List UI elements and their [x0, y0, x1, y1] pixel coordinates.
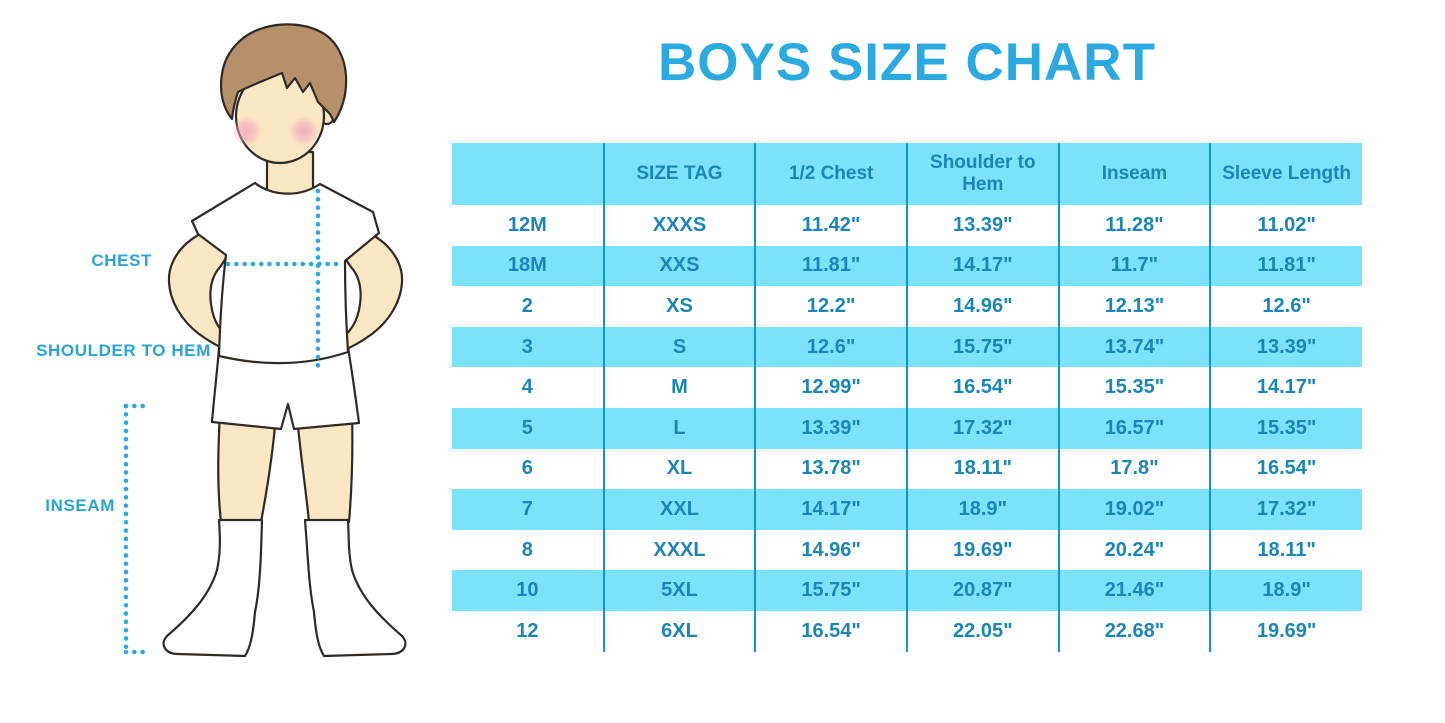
size-cell: XXS: [603, 245, 757, 287]
size-cell: 17.8": [1058, 448, 1212, 490]
size-cell: 14.17": [755, 489, 908, 530]
size-cell: 19.69": [906, 529, 1060, 571]
size-cell: 11.81": [1210, 245, 1362, 287]
size-cell: 14.96": [755, 529, 908, 571]
size-cell: 19.02": [1058, 489, 1212, 530]
right-sock: [303, 518, 407, 658]
size-cell: 11.7": [1058, 245, 1212, 287]
size-row-label: 3: [452, 326, 605, 368]
size-cell: 16.54": [1210, 448, 1362, 490]
size-cell: XS: [603, 286, 757, 327]
table-row: 3 S 12.6" 15.75" 13.74" 13.39": [452, 326, 1362, 368]
column-header: 1/2 Chest: [755, 143, 908, 205]
column-header: Shoulder to Hem: [906, 143, 1060, 205]
size-cell: 18.11": [906, 448, 1060, 490]
header-row: SIZE TAG 1/2 Chest Shoulder to Hem Inseam Sl…: [452, 143, 1362, 205]
size-cell: 18.9": [1210, 570, 1362, 611]
size-cell: XXL: [603, 489, 757, 530]
size-cell: XXXS: [603, 205, 757, 246]
size-cell: 17.32": [906, 407, 1060, 449]
table-row: 18M XXS 11.81" 14.17" 11.7" 11.81": [452, 245, 1362, 287]
left-sock: [162, 518, 264, 658]
size-cell: 13.39": [1210, 326, 1362, 368]
size-cell: 12.13": [1058, 286, 1212, 327]
size-cell: 14.96": [906, 286, 1060, 327]
size-cell: 17.32": [1210, 489, 1362, 530]
size-cell: 16.54": [906, 367, 1060, 408]
size-cell: 16.57": [1058, 407, 1212, 449]
shoulder-to-hem-label: SHOULDER TO HEM: [36, 341, 211, 360]
size-cell: 20.87": [906, 570, 1060, 611]
chest-label: CHEST: [91, 251, 152, 270]
size-row-label: 7: [452, 489, 605, 530]
size-cell: 15.35": [1058, 367, 1212, 408]
size-cell: 22.05": [906, 610, 1060, 652]
table-row: 12M XXXS 11.42" 13.39" 11.28" 11.02": [452, 205, 1362, 246]
boy-figure-illustration: [123, 23, 407, 658]
size-row-label: 12: [452, 610, 605, 652]
size-cell: XL: [603, 448, 757, 490]
size-cell: 15.75": [906, 326, 1060, 368]
table-row: 12 6XL 16.54" 22.05" 22.68" 19.69": [452, 610, 1362, 652]
size-cell: 11.02": [1210, 205, 1362, 246]
size-cell: 16.54": [755, 610, 908, 652]
size-cell: 21.46": [1058, 570, 1212, 611]
size-cell: 13.78": [755, 448, 908, 490]
table-row: 5 L 13.39" 17.32" 16.57" 15.35": [452, 407, 1362, 449]
size-cell: M: [603, 367, 757, 408]
column-header: Sleeve Length: [1210, 143, 1362, 205]
hair: [219, 23, 348, 124]
size-row-label: 12M: [452, 205, 605, 246]
size-cell: 15.75": [755, 570, 908, 611]
column-header: [452, 143, 605, 205]
left-cheek-blush: [232, 116, 262, 146]
size-cell: 14.17": [906, 245, 1060, 287]
size-row-label: 6: [452, 448, 605, 490]
size-cell: L: [603, 407, 757, 449]
size-cell: 18.9": [906, 489, 1060, 530]
column-header: SIZE TAG: [603, 143, 757, 205]
size-cell: 22.68": [1058, 610, 1212, 652]
size-cell: 11.81": [755, 245, 908, 287]
table-row: 4 M 12.99" 16.54" 15.35" 14.17": [452, 367, 1362, 408]
table-row: 10 5XL 15.75" 20.87" 21.46" 18.9": [452, 570, 1362, 611]
size-row-label: 5: [452, 407, 605, 449]
size-cell: 6XL: [603, 610, 757, 652]
size-cell: 18.11": [1210, 529, 1362, 571]
size-cell: XXXL: [603, 529, 757, 571]
shorts: [210, 345, 361, 431]
size-row-label: 2: [452, 286, 605, 327]
size-cell: 13.74": [1058, 326, 1212, 368]
size-cell: 12.2": [755, 286, 908, 327]
page-title: BOYS SIZE CHART: [658, 33, 1156, 92]
table-row: 2 XS 12.2" 14.96" 12.13" 12.6": [452, 286, 1362, 327]
table-row: 8 XXXL 14.96" 19.69" 20.24" 18.11": [452, 529, 1362, 571]
size-cell: 20.24": [1058, 529, 1212, 571]
size-cell: 19.69": [1210, 610, 1362, 652]
size-cell: 14.17": [1210, 367, 1362, 408]
size-cell: 15.35": [1210, 407, 1362, 449]
column-header: Inseam: [1058, 143, 1212, 205]
size-cell: S: [603, 326, 757, 368]
size-row-label: 18M: [452, 245, 605, 287]
table-row: 6 XL 13.78" 18.11" 17.8" 16.54": [452, 448, 1362, 490]
size-row-label: 8: [452, 529, 605, 571]
size-cell: 11.42": [755, 205, 908, 246]
size-cell: 13.39": [755, 407, 908, 449]
size-cell: 13.39": [906, 205, 1060, 246]
table-row: 7 XXL 14.17" 18.9" 19.02" 17.32": [452, 489, 1362, 530]
right-cheek-blush: [289, 116, 319, 146]
t-shirt: [190, 181, 381, 365]
size-table: SIZE TAG 1/2 Chest Shoulder to Hem Inseam Sl…: [452, 143, 1362, 652]
inseam-label: INSEAM: [45, 496, 115, 515]
size-cell: 12.99": [755, 367, 908, 408]
size-cell: 11.28": [1058, 205, 1212, 246]
size-cell: 12.6": [755, 326, 908, 368]
size-row-label: 10: [452, 570, 605, 611]
size-cell: 12.6": [1210, 286, 1362, 327]
size-row-label: 4: [452, 367, 605, 408]
size-cell: 5XL: [603, 570, 757, 611]
